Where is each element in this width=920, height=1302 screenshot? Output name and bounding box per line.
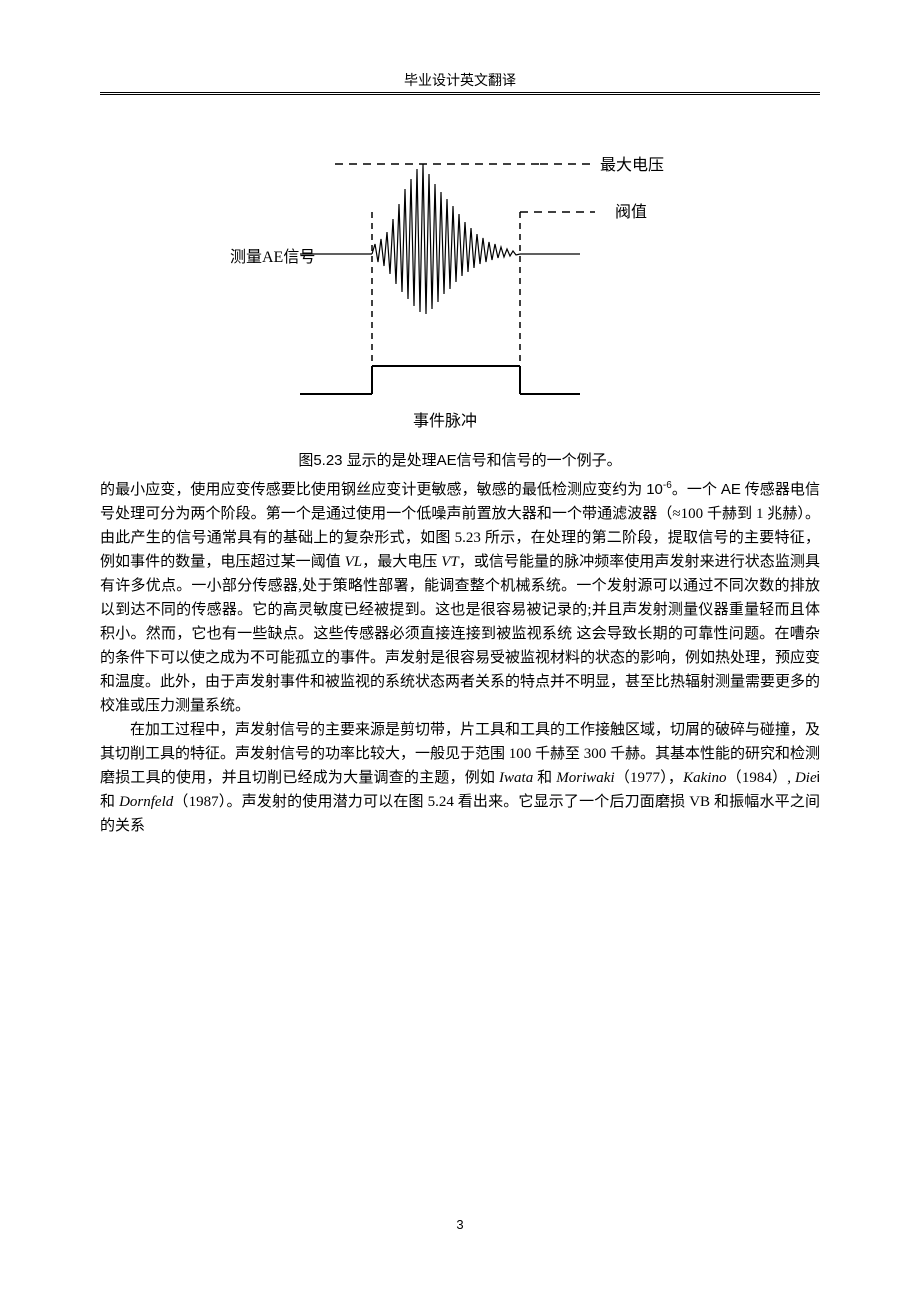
paragraph-2: 在加工过程中，声发射信号的主要来源是剪切带，片工具和工具的工作接触区域，切屑的破… bbox=[100, 718, 820, 838]
page-header: 毕业设计英文翻译 bbox=[100, 70, 820, 119]
page-container: 毕业设计英文翻译 bbox=[0, 0, 920, 908]
page-footer: 3 bbox=[0, 1217, 920, 1232]
figure-caption: 图5.23 显示的是处理AE信号和信号的一个例子。 bbox=[100, 449, 820, 470]
body-text-block: 的最小应变，使用应变传感要比使用钢丝应变计更敏感，敏感的最低检测应变约为 10-… bbox=[100, 478, 820, 838]
figure-5-23: 测量AE信号 最大电压 阀值 事件脉冲 bbox=[100, 134, 820, 444]
page-number: 3 bbox=[456, 1217, 463, 1232]
label-measure-ae: 测量AE信号 bbox=[230, 248, 315, 266]
label-max-voltage: 最大电压 bbox=[600, 156, 664, 174]
label-threshold: 阀值 bbox=[615, 203, 647, 221]
header-rule-2 bbox=[100, 94, 820, 95]
header-title: 毕业设计英文翻译 bbox=[404, 74, 516, 89]
label-event-pulse: 事件脉冲 bbox=[413, 412, 477, 430]
header-rule-1 bbox=[100, 92, 820, 93]
paragraph-1: 的最小应变，使用应变传感要比使用钢丝应变计更敏感，敏感的最低检测应变约为 10-… bbox=[100, 478, 820, 718]
ae-signal-diagram: 测量AE信号 最大电压 阀值 事件脉冲 bbox=[220, 134, 700, 444]
